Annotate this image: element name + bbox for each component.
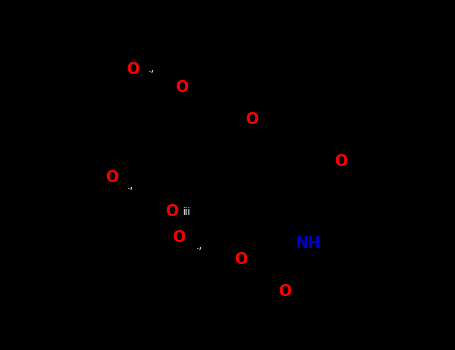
Polygon shape	[240, 212, 283, 252]
Text: .,: .,	[147, 64, 155, 74]
Text: O: O	[246, 112, 258, 126]
Text: O: O	[176, 79, 188, 94]
Text: .,: .,	[196, 241, 202, 251]
Text: O: O	[334, 154, 348, 168]
Polygon shape	[297, 134, 340, 162]
Text: NH: NH	[295, 237, 321, 252]
Text: O: O	[126, 62, 140, 77]
Text: O: O	[172, 231, 186, 245]
Text: O: O	[166, 203, 178, 218]
Text: .,: .,	[126, 181, 134, 191]
Text: O: O	[106, 170, 118, 186]
Text: O: O	[234, 252, 248, 267]
Text: O: O	[278, 285, 292, 300]
Text: iii: iii	[182, 207, 190, 217]
